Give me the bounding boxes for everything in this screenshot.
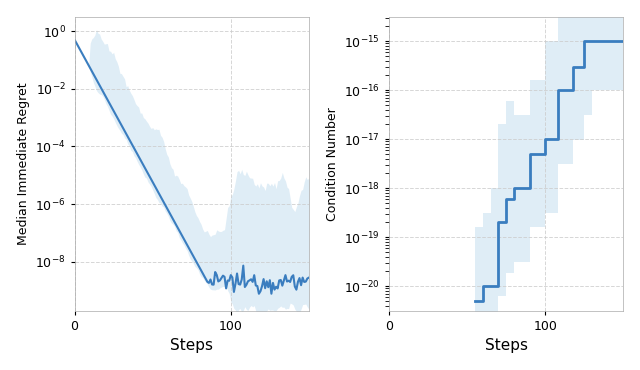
Y-axis label: Condition Number: Condition Number — [326, 107, 339, 221]
Y-axis label: Median Immediate Regret: Median Immediate Regret — [17, 83, 29, 245]
X-axis label: Steps: Steps — [484, 338, 528, 353]
X-axis label: Steps: Steps — [170, 338, 213, 353]
